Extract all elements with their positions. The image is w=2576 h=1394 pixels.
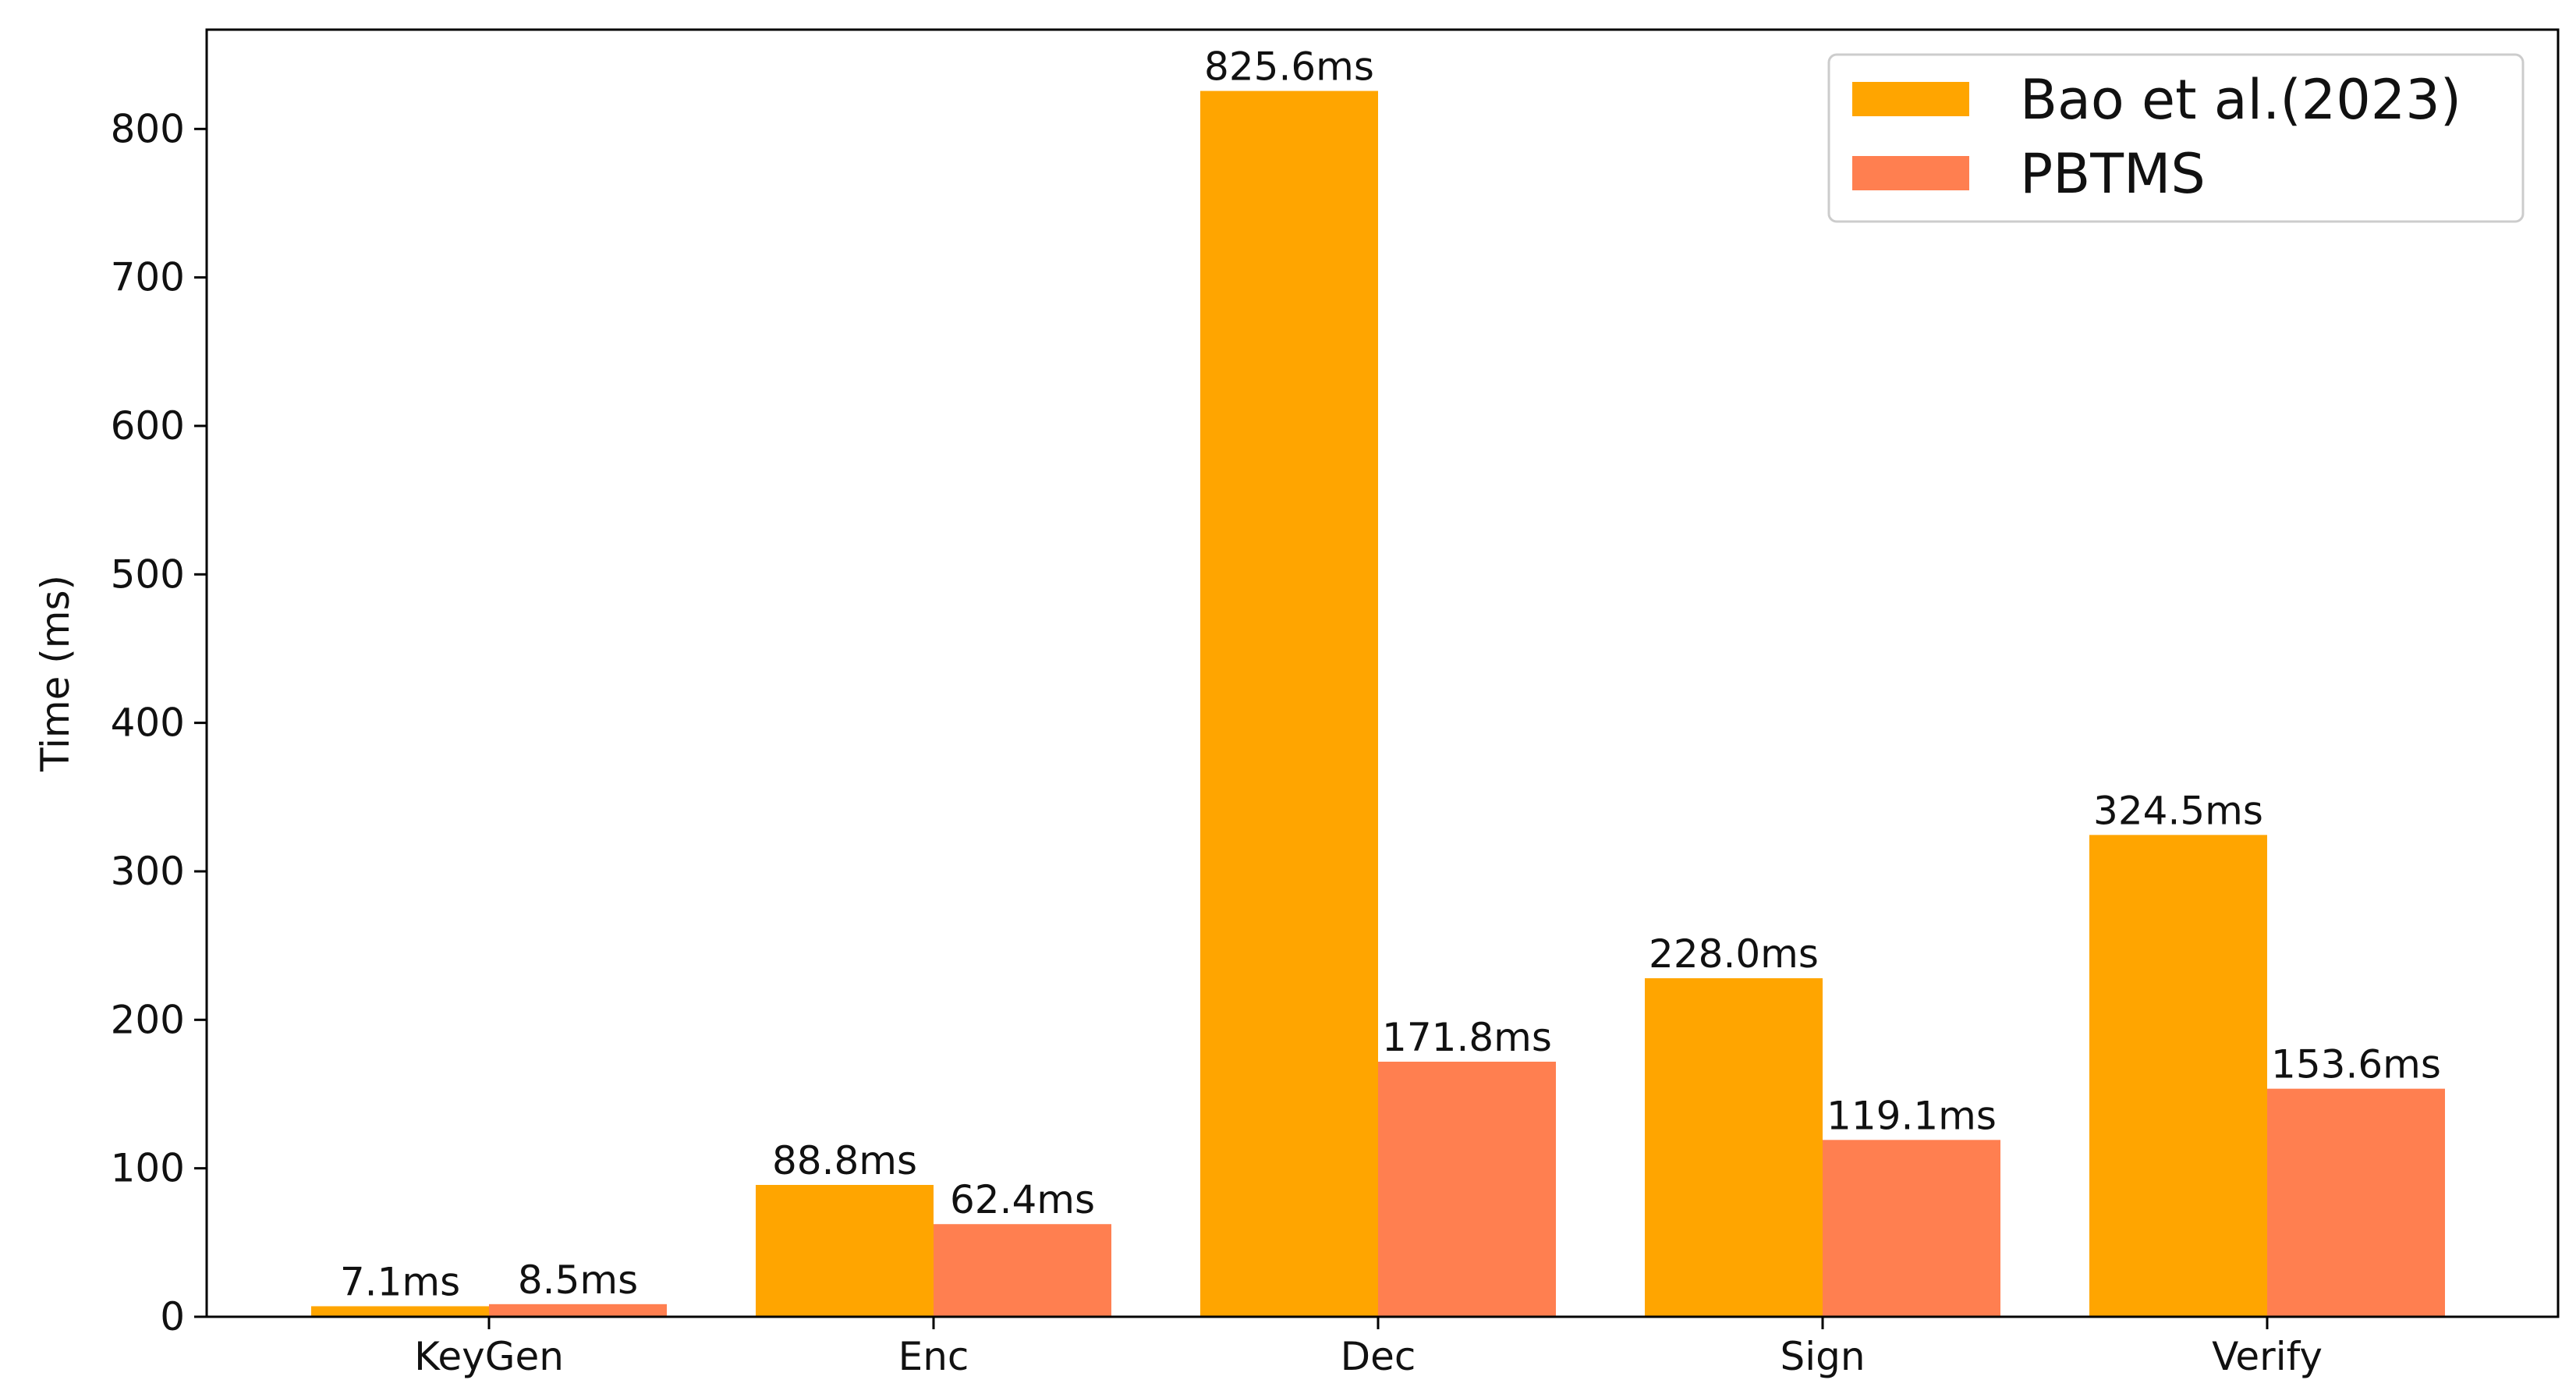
bar-value-label: 119.1ms [1827,1093,1997,1138]
bar-pbtms-verify [2267,1088,2445,1317]
bar-bao-verify [2089,835,2267,1317]
plot-frame [205,28,2560,1318]
bar-pbtms-keygen [489,1304,667,1317]
y-tick-label: 100 [111,1146,185,1191]
y-tick-label: 600 [111,403,185,449]
legend-label-pbtms: PBTMS [2020,142,2206,206]
bar-value-label: 8.5ms [518,1257,638,1303]
bar-value-label: 324.5ms [2093,788,2263,833]
bar-value-label: 825.6ms [1204,44,1374,90]
bar-pbtms-sign [1823,1140,2000,1317]
bar-labels-layer: 7.1ms 88.8ms 825.6ms 228.0ms 324.5ms 8.5ms 62.… [340,44,2441,1305]
y-tick-label: 700 [111,255,185,300]
legend-label-bao: Bao et al.(2023) [2020,68,2461,132]
bars-layer [311,90,2445,1318]
y-tick-label: 400 [111,701,185,746]
legend: Bao et al.(2023) PBTMS [1827,53,2525,223]
x-tick-label-sign: Sign [1780,1334,1865,1379]
y-tick-label: 0 [160,1294,185,1339]
y-tick-label: 200 [111,997,185,1042]
bar-bao-keygen [311,1306,489,1317]
bar-value-label: 88.8ms [772,1138,917,1183]
bar-value-label: 62.4ms [950,1177,1095,1222]
x-tick-label-verify: Verify [2212,1334,2323,1379]
y-tick-label: 500 [111,552,185,597]
x-tick-label-enc: Enc [898,1334,969,1379]
y-axis-title: Time (ms) [33,575,78,772]
legend-swatch-pbtms [1852,156,1969,190]
bar-value-label: 171.8ms [1382,1015,1552,1060]
x-tick-label-keygen: KeyGen [414,1334,564,1379]
bar-bao-sign [1645,978,1823,1317]
bar-value-label: 7.1ms [340,1259,460,1304]
x-tick-label-dec: Dec [1341,1334,1416,1379]
legend-frame [1827,53,2525,223]
legend-swatch-bao [1852,82,1969,116]
bar-value-label: 153.6ms [2271,1042,2441,1087]
bar-bao-enc [756,1184,934,1317]
bar-pbtms-dec [1378,1061,1556,1317]
y-tick-label: 800 [111,106,185,151]
y-tick-label: 300 [111,849,185,894]
x-axis: KeyGen Enc Dec Sign Verify [414,1317,2323,1379]
y-axis: 0 100 200 300 400 500 600 700 800 [111,106,207,1339]
bar-bao-dec [1200,90,1378,1318]
bar-pbtms-enc [934,1224,1111,1317]
bar-value-label: 228.0ms [1649,931,1819,977]
